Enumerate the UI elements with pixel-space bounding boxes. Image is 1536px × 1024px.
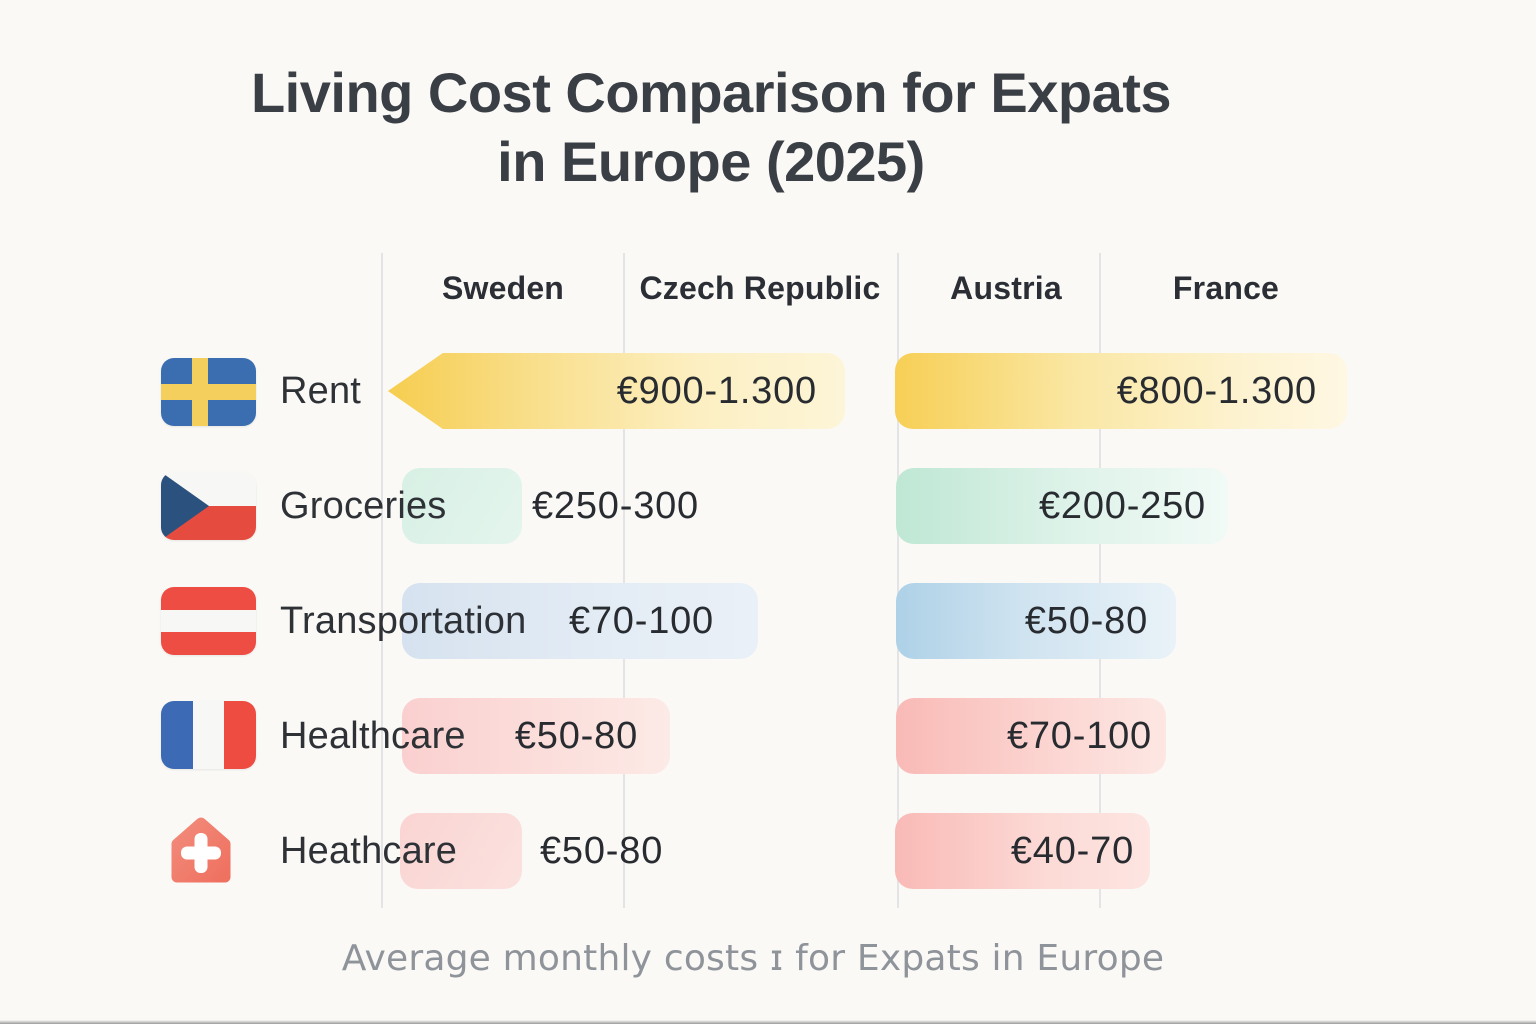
value-groceries-austria-france: €200-250 <box>1039 484 1206 527</box>
value-transportation-austria-france: €50-80 <box>1024 599 1148 642</box>
bar-rent-austria-france: €800-1.300 <box>895 353 1347 429</box>
column-header-sweden: Sweden <box>441 270 565 306</box>
row-label-healthcare: Healthcare <box>280 715 466 757</box>
austria-flag-icon <box>161 587 256 655</box>
column-header-czech-republic: Czech Republic <box>639 270 881 306</box>
row-label-groceries: Groceries <box>280 485 447 527</box>
bar-transportation-austria-france: €50-80 <box>896 583 1176 659</box>
bar-healthcare-sweden-czech: €50-80 <box>402 698 670 774</box>
value-heathcare-austria-france: €40-70 <box>1010 829 1134 872</box>
column-header-france: France <box>1172 270 1280 306</box>
value-heathcare-sweden-czech: €50-80 <box>540 830 664 872</box>
bar-groceries-austria-france: €200-250 <box>896 468 1228 544</box>
column-header-austria: Austria <box>950 270 1062 306</box>
page-title-line-1: Living Cost Comparison for Expats <box>250 61 1172 124</box>
sweden-flag-icon <box>161 358 256 426</box>
gridline <box>1099 253 1101 908</box>
bar-rent-sweden-czech: €900-1.300 <box>388 353 845 429</box>
gridline <box>381 253 383 908</box>
bar-heathcare-sweden-czech <box>400 813 522 889</box>
row-label-heathcare: Heathcare <box>280 830 458 872</box>
bar-transportation-sweden-czech: €70-100 <box>402 583 758 659</box>
bottom-edge-shadow <box>0 1020 1536 1024</box>
value-rent-austria-france: €800-1.300 <box>1116 369 1317 412</box>
bar-healthcare-austria-france: €70-100 <box>896 698 1166 774</box>
medical-home-icon <box>168 815 234 889</box>
value-groceries-sweden-czech: €250-300 <box>532 485 699 527</box>
row-label-transportation: Transportation <box>280 600 527 642</box>
gridline <box>897 253 899 908</box>
footer-caption: Average monthly costs ɪ for Expats in Eu… <box>341 938 1165 979</box>
value-transportation-sweden-czech: €70-100 <box>568 599 714 642</box>
bar-groceries-sweden-czech <box>402 468 522 544</box>
row-label-rent: Rent <box>280 370 362 412</box>
page-title: Living Cost Comparison for Expats in Eur… <box>0 58 1422 196</box>
gridline <box>623 253 625 908</box>
value-healthcare-sweden-czech: €50-80 <box>514 714 638 757</box>
bar-heathcare-austria-france: €40-70 <box>895 813 1150 889</box>
value-rent-sweden-czech: €900-1.300 <box>616 369 817 412</box>
page-title-line-2: in Europe (2025) <box>497 130 925 193</box>
czech-republic-flag-icon <box>161 472 256 540</box>
france-flag-icon <box>161 701 256 769</box>
value-healthcare-austria-france: €70-100 <box>1006 714 1152 757</box>
